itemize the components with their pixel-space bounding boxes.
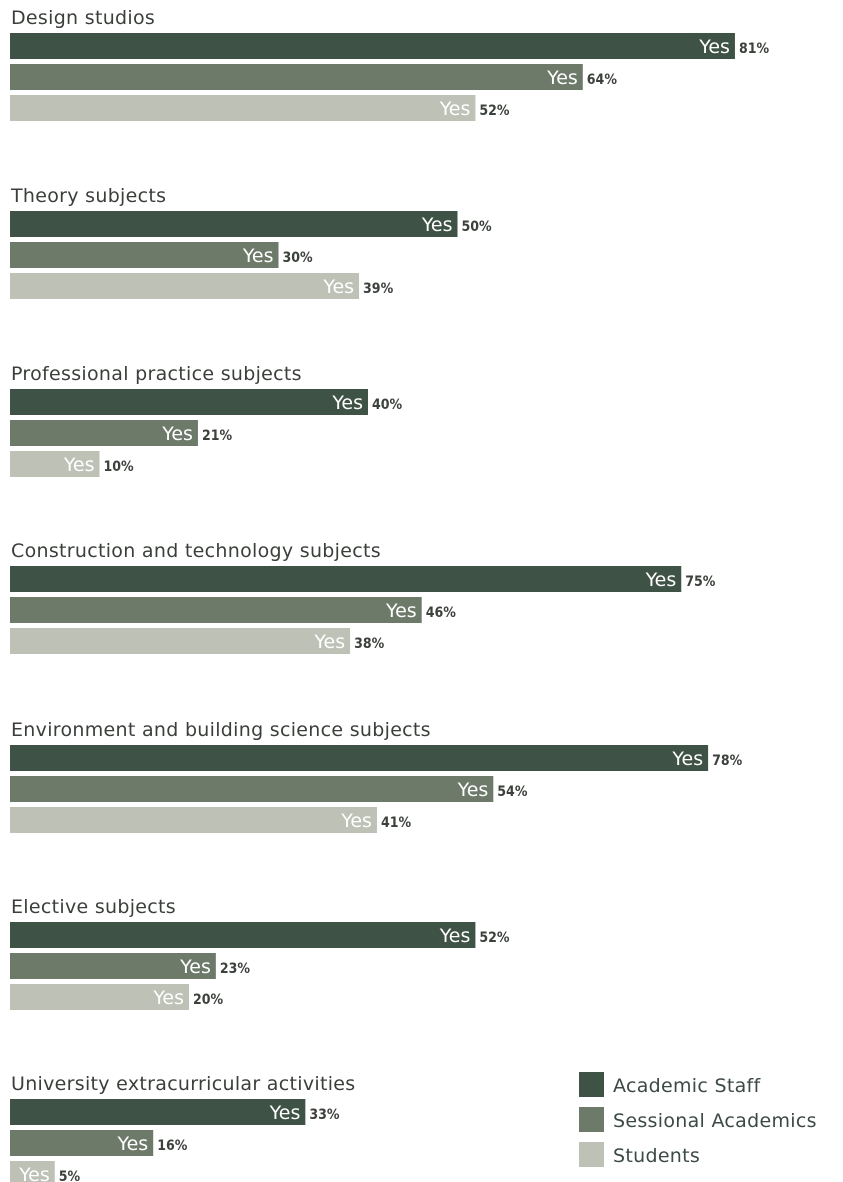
bar-label: Yes [322,276,354,298]
bar-label: Yes [698,36,730,58]
bar [10,95,476,121]
bar [10,922,476,948]
data-label: 52% [479,103,510,119]
legend-label: Students [613,1145,700,1167]
bar [10,1161,55,1182]
bar-label: Yes [385,600,417,622]
bar-group: Design studios Yes 81% Yes 64% Yes 52% [10,7,769,121]
bar [10,242,279,268]
bar [10,566,682,592]
group-title: Elective subjects [11,896,176,918]
legend-label: Academic Staff [613,1075,762,1097]
bar-group: Theory subjects Yes 50% Yes 30% Yes 39% [10,185,492,299]
data-label: 38% [354,636,385,652]
legend-item: Academic Staff [579,1072,762,1097]
bar [10,1130,154,1156]
bar-label: Yes [63,454,95,476]
data-label: 78% [712,753,743,769]
group-title: Construction and technology subjects [11,540,381,562]
bar-label: Yes [152,987,184,1009]
bar-label: Yes [331,392,363,414]
group-title: Theory subjects [10,185,166,207]
bar-label: Yes [269,1102,301,1124]
bar [10,211,458,237]
legend: Academic Staff Sessional Academics Student… [579,1072,817,1167]
bar-label: Yes [671,748,703,770]
legend-item: Sessional Academics [579,1107,817,1132]
bar [10,451,100,477]
legend-swatch [579,1142,604,1167]
bar [10,953,216,979]
bar-label: Yes [340,810,372,832]
data-label: 5% [59,1169,81,1182]
group-title: Professional practice subjects [11,363,302,385]
bar [10,420,198,446]
data-label: 39% [363,281,394,297]
bar [10,33,735,59]
group-title: Design studios [11,7,155,29]
data-label: 52% [479,930,510,946]
data-label: 46% [426,605,457,621]
bar-group: Elective subjects Yes 52% Yes 23% Yes 20% [10,896,510,1010]
bar-label: Yes [242,245,274,267]
bar-label: Yes [117,1133,149,1155]
bar [10,64,583,90]
legend-item: Students [579,1142,700,1167]
legend-swatch [579,1107,604,1132]
group-title: University extracurricular activities [11,1073,355,1095]
data-label: 41% [381,815,412,831]
bar [10,273,360,299]
bar [10,389,368,415]
bar-label: Yes [457,779,489,801]
bar [10,628,351,654]
bar [10,745,709,771]
bar [10,984,189,1010]
data-label: 40% [372,397,403,413]
group-title: Environment and building science subject… [11,719,431,741]
bar-group: Professional practice subjects Yes 40% Yes 2… [10,363,403,477]
legend-label: Sessional Academics [613,1110,817,1132]
legend-swatch [579,1072,604,1097]
bar-group: University extracurricular activities Yes… [10,1073,355,1182]
data-label: 16% [157,1138,188,1154]
data-label: 64% [587,72,618,88]
bar [10,776,494,802]
data-label: 75% [685,574,716,590]
bar [10,807,377,833]
bar-label: Yes [313,631,345,653]
bar-label: Yes [18,1164,50,1182]
bar-label: Yes [439,98,471,120]
bar-label: Yes [179,956,211,978]
data-label: 81% [739,41,770,57]
data-label: 23% [220,961,251,977]
bar [10,1099,306,1125]
bar-label: Yes [161,423,193,445]
bar-label: Yes [439,925,471,947]
chart-groups: Design studios Yes 81% Yes 64% Yes 52% Theory s… [10,7,769,1182]
bar-group: Environment and building science subject… [10,719,743,833]
data-label: 54% [497,784,528,800]
data-label: 21% [202,428,233,444]
bar-label: Yes [546,67,578,89]
data-label: 20% [193,992,224,1008]
bar-group: Construction and technology subjects Yes 7… [10,540,716,654]
data-label: 30% [283,250,314,266]
bar-label: Yes [421,214,453,236]
bar-label: Yes [645,569,677,591]
data-label: 33% [309,1107,340,1123]
bar [10,597,422,623]
data-label: 10% [104,459,135,475]
data-label: 50% [462,219,493,235]
